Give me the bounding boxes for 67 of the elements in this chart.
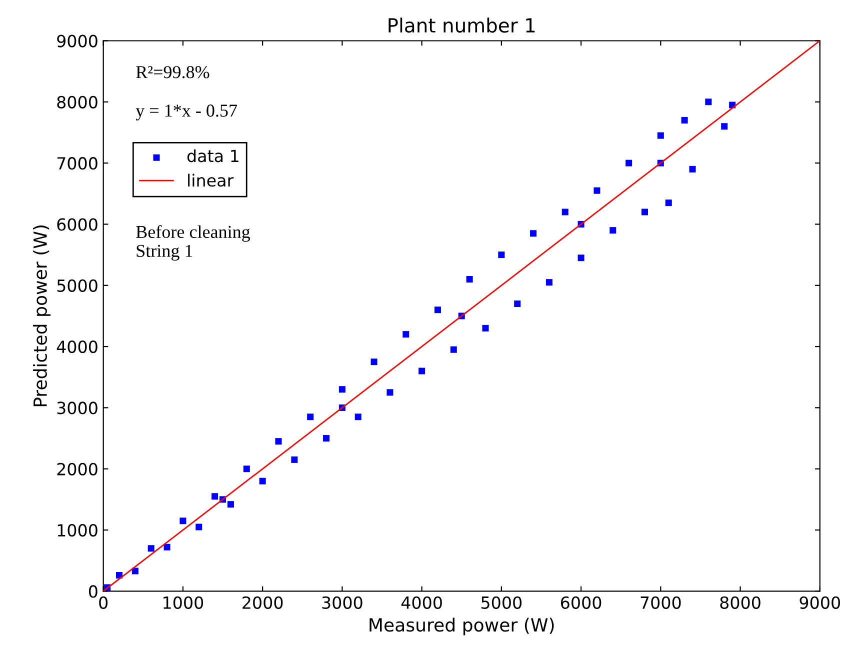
point (323, 435, 330, 442)
point (354, 414, 362, 420)
y-tick-label: 5000 (57, 279, 98, 292)
y-tick-label: 0 (88, 585, 98, 598)
x-axis-title: Measured power (W) (370, 618, 554, 636)
chart-title: Plant number 1 (388, 18, 535, 33)
point (386, 389, 394, 396)
point (546, 279, 552, 286)
x-tick-label: 3000 (322, 596, 362, 609)
point (307, 414, 314, 420)
y-tick-label: 7000 (57, 157, 98, 170)
point (259, 478, 266, 484)
point (402, 331, 410, 338)
point (196, 524, 202, 530)
point (243, 466, 250, 472)
x-tick-label: 5000 (482, 596, 522, 609)
point (227, 501, 234, 508)
point (657, 132, 664, 139)
legend-label: data 1 (187, 149, 238, 162)
point (665, 200, 672, 206)
x-tick-label: 1000 (164, 596, 204, 609)
x-tick-label: 2000 (242, 596, 283, 609)
point (689, 166, 696, 172)
point (482, 324, 489, 332)
point (164, 544, 170, 550)
point (641, 208, 648, 216)
point (578, 254, 584, 262)
point (681, 117, 688, 124)
annotation: y = 1*x - 0.57 (136, 104, 238, 120)
y-tick-label: 3000 (57, 402, 98, 414)
point (212, 493, 218, 500)
y-tick-label: 6000 (57, 218, 98, 231)
y-axis-title: Predicted power (W) (33, 226, 50, 406)
point (466, 276, 473, 283)
point (180, 518, 186, 524)
point (338, 386, 346, 393)
point (530, 230, 537, 237)
point (450, 346, 457, 353)
point (370, 358, 378, 366)
point (275, 438, 282, 445)
y-tick-label: 2000 (57, 462, 98, 476)
annotation: Before cleaning String 1 (136, 225, 250, 261)
legend-label: linear (188, 174, 234, 187)
point (594, 187, 600, 194)
point (562, 208, 568, 216)
y-tick-label: 9000 (57, 34, 98, 48)
point (418, 368, 426, 374)
point (148, 545, 154, 552)
y-tick-label: 8000 (57, 96, 98, 108)
point (498, 252, 505, 258)
annotation: R²=99.8% (136, 66, 210, 78)
point (132, 568, 138, 574)
point (434, 306, 441, 314)
x-tick-label: 0 (99, 596, 108, 609)
point (610, 227, 616, 234)
x-tick-label: 9000 (800, 596, 840, 609)
point (514, 300, 521, 307)
x-tick-label: 7000 (640, 596, 681, 609)
y-tick-label: 4000 (56, 340, 98, 354)
point (705, 98, 712, 106)
x-tick-label: 8000 (720, 596, 760, 609)
y-tick-label: 1000 (58, 524, 98, 537)
x-tick-label: 4000 (401, 596, 442, 609)
point (291, 456, 298, 463)
point (626, 160, 632, 166)
point (721, 123, 728, 130)
x-tick-label: 6000 (561, 596, 602, 609)
